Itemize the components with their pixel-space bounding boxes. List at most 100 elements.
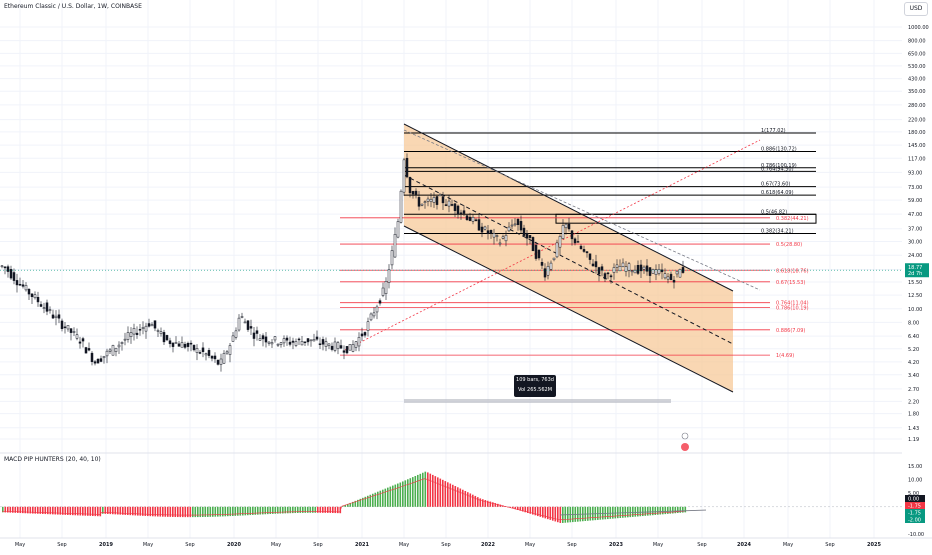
fib-red-label: 0.382(44.21) (776, 216, 809, 222)
candle-body (423, 201, 427, 203)
candle-body (168, 340, 172, 344)
candle-body (624, 266, 628, 272)
candle-body (402, 159, 406, 193)
macd-histogram-bar (364, 496, 367, 507)
price-tick-label: 37.00 (908, 227, 922, 233)
candle-body (453, 203, 457, 211)
macd-histogram-bar (4, 506, 7, 513)
candle-body (3, 266, 7, 269)
macd-histogram-bar (369, 494, 372, 507)
macd-histogram-bar (439, 478, 442, 507)
candle-body (300, 341, 304, 346)
macd-histogram-bar (349, 502, 352, 507)
candle-body (153, 320, 157, 329)
macd-histogram-bar (262, 506, 264, 515)
macd-histogram-bar (454, 486, 457, 507)
currency-button[interactable]: USD (904, 2, 928, 16)
macd-histogram-bar (17, 506, 19, 513)
candle-body (573, 238, 577, 244)
macd-histogram-bar (97, 506, 99, 517)
candle-body (45, 302, 49, 312)
candle-body (399, 190, 403, 223)
macd-histogram-bar (457, 487, 459, 507)
macd-histogram-bar (647, 506, 649, 516)
candle-body (534, 244, 538, 259)
candle-body (330, 345, 334, 350)
macd-histogram-bar (292, 506, 294, 514)
macd-histogram-bar (514, 506, 517, 510)
candle-body (201, 347, 205, 353)
macd-histogram-bar (69, 506, 72, 516)
macd-histogram-bar (537, 506, 539, 517)
candle-body (528, 235, 532, 238)
macd-histogram-bar (622, 506, 624, 518)
candle-body (381, 287, 385, 296)
macd-histogram-bar (437, 477, 439, 507)
candle-body (564, 223, 568, 229)
macd-histogram-bar (247, 506, 249, 516)
macd-histogram-bar (152, 506, 154, 517)
candle-body (495, 235, 499, 237)
macd-histogram-bar (192, 506, 194, 518)
macd-histogram-bar (357, 499, 359, 507)
time-tick-label: 2020 (227, 542, 241, 548)
candle-body (24, 285, 28, 291)
macd-histogram-bar (467, 492, 469, 507)
candle-body (414, 190, 418, 195)
candle-body (36, 296, 40, 303)
candle-body (147, 323, 151, 327)
price-tick-label: 2.20 (908, 399, 919, 405)
candle-body (645, 265, 649, 272)
macd-histogram-bar (122, 506, 124, 515)
macd-histogram-bar (409, 478, 412, 507)
macd-histogram-bar (127, 506, 129, 516)
candle-body (327, 343, 331, 346)
candle-body (585, 251, 589, 254)
candle-body (12, 272, 16, 281)
candle-body (444, 204, 448, 206)
macd-histogram-bar (627, 506, 629, 518)
macd-histogram-bar (102, 506, 104, 514)
candle-body (129, 332, 133, 337)
macd-histogram-bar (637, 506, 639, 517)
time-tick-label: Sep (185, 542, 194, 548)
macd-title: MACD PIP HUNTERS (20, 40, 10) (4, 456, 101, 463)
time-tick-label: 2023 (609, 542, 623, 548)
diagonal-fib-line (344, 139, 761, 351)
macd-histogram-bar (322, 506, 324, 513)
macd-histogram-bar (109, 506, 112, 515)
candle-body (63, 326, 67, 329)
macd-tick-label: -10.00 (908, 532, 924, 538)
macd-value-label: -2.00 (908, 518, 921, 524)
price-tick-label: 6.40 (908, 334, 919, 340)
candle-body (189, 342, 193, 345)
channel-lower-line (403, 225, 734, 393)
candle-body (222, 353, 226, 364)
macd-histogram-bar (402, 481, 404, 507)
macd-histogram-bar (669, 506, 672, 514)
candle-body (348, 344, 352, 351)
macd-histogram-bar (104, 506, 107, 514)
candle-body (51, 314, 55, 319)
price-tick-label: 220.00 (908, 118, 926, 124)
candle-body (378, 300, 382, 304)
candle-body (471, 217, 475, 222)
macd-histogram-bar (639, 506, 642, 517)
macd-histogram-bar (429, 473, 432, 507)
candle-body (570, 230, 574, 240)
candle-body (582, 249, 586, 252)
macd-histogram-bar (497, 503, 499, 507)
macd-histogram-bar (227, 506, 229, 517)
macd-histogram-bar (319, 506, 322, 513)
candle-body (681, 267, 685, 273)
candle-body (81, 338, 85, 342)
candle-body (318, 343, 322, 345)
macd-histogram-bar (534, 506, 537, 516)
candle-body (606, 272, 610, 275)
macd-histogram-bar (212, 506, 214, 517)
macd-histogram-bar (144, 506, 147, 516)
fib-black-label: 0.786(100.19) (761, 163, 797, 169)
candle-body (246, 320, 250, 330)
